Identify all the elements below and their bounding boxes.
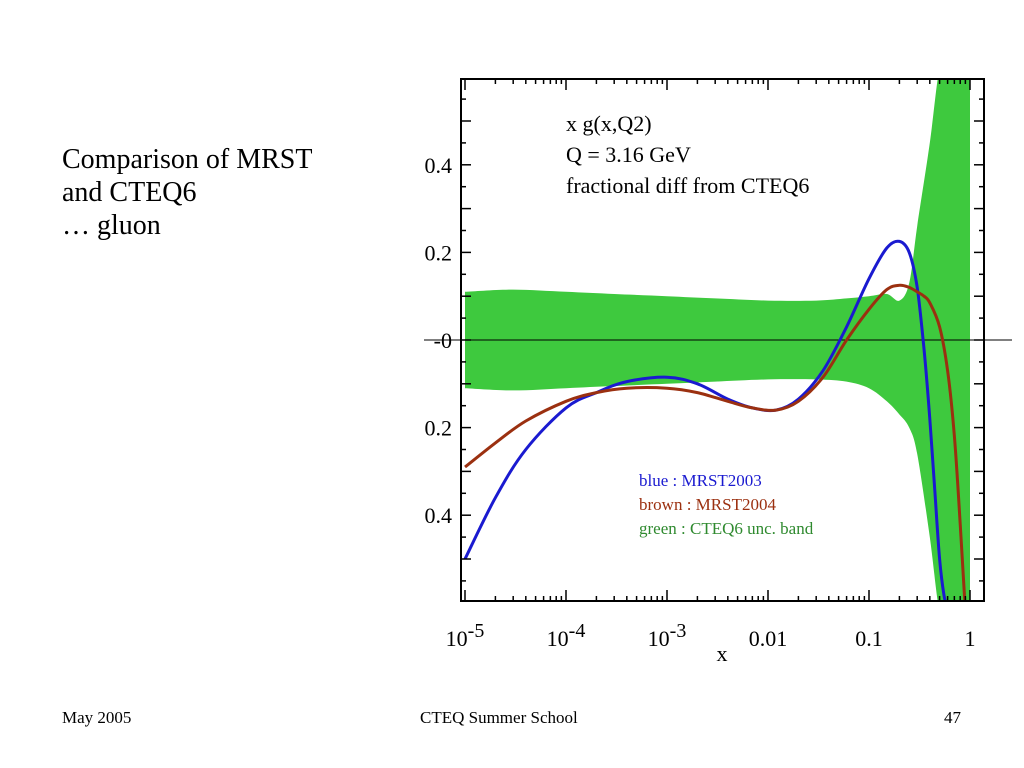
y-tick-label: 0.2 bbox=[425, 240, 453, 265]
slide-title-line-1: Comparison of MRST bbox=[62, 144, 313, 175]
slide-title-line-2: and CTEQ6 bbox=[62, 177, 197, 208]
chart-annotation-line: Q = 3.16 GeV bbox=[566, 142, 691, 167]
gluon-comparison-chart: 0.4 0.2 -0 0.2 0.4 10-5 10-4 10-3 0.01 0.1 1 x x g(x… bbox=[424, 78, 1012, 666]
x-tick-label: 10-4 bbox=[547, 620, 586, 651]
footer-event: CTEQ Summer School bbox=[420, 708, 578, 727]
footer-date: May 2005 bbox=[62, 708, 132, 727]
y-tick-label: 0.4 bbox=[425, 153, 453, 178]
legend-entry: green : CTEQ6 unc. band bbox=[639, 519, 814, 538]
chart-annotation-line: fractional diff from CTEQ6 bbox=[566, 173, 809, 198]
x-tick-label: 10-5 bbox=[446, 620, 485, 651]
slide-title-line-3: … gluon bbox=[62, 210, 161, 241]
mrst2004-curve bbox=[464, 283, 967, 601]
x-axis-label: x bbox=[717, 641, 728, 666]
y-tick-label: -0 bbox=[434, 328, 452, 353]
chart-annotation-line: x g(x,Q2) bbox=[566, 111, 652, 136]
footer-page-number: 47 bbox=[944, 708, 961, 727]
slide-title: Comparison of MRST and CTEQ6 … gluon bbox=[62, 143, 312, 242]
y-tick-label: 0.4 bbox=[425, 503, 453, 528]
legend-entry: brown : MRST2004 bbox=[639, 495, 776, 514]
x-tick-label: 10-3 bbox=[648, 620, 687, 651]
legend-entry: blue : MRST2003 bbox=[639, 471, 762, 490]
x-tick-label: 1 bbox=[965, 626, 976, 651]
x-tick-label: 0.01 bbox=[749, 626, 788, 651]
y-tick-label: 0.2 bbox=[425, 416, 453, 441]
x-tick-label: 0.1 bbox=[855, 626, 883, 651]
